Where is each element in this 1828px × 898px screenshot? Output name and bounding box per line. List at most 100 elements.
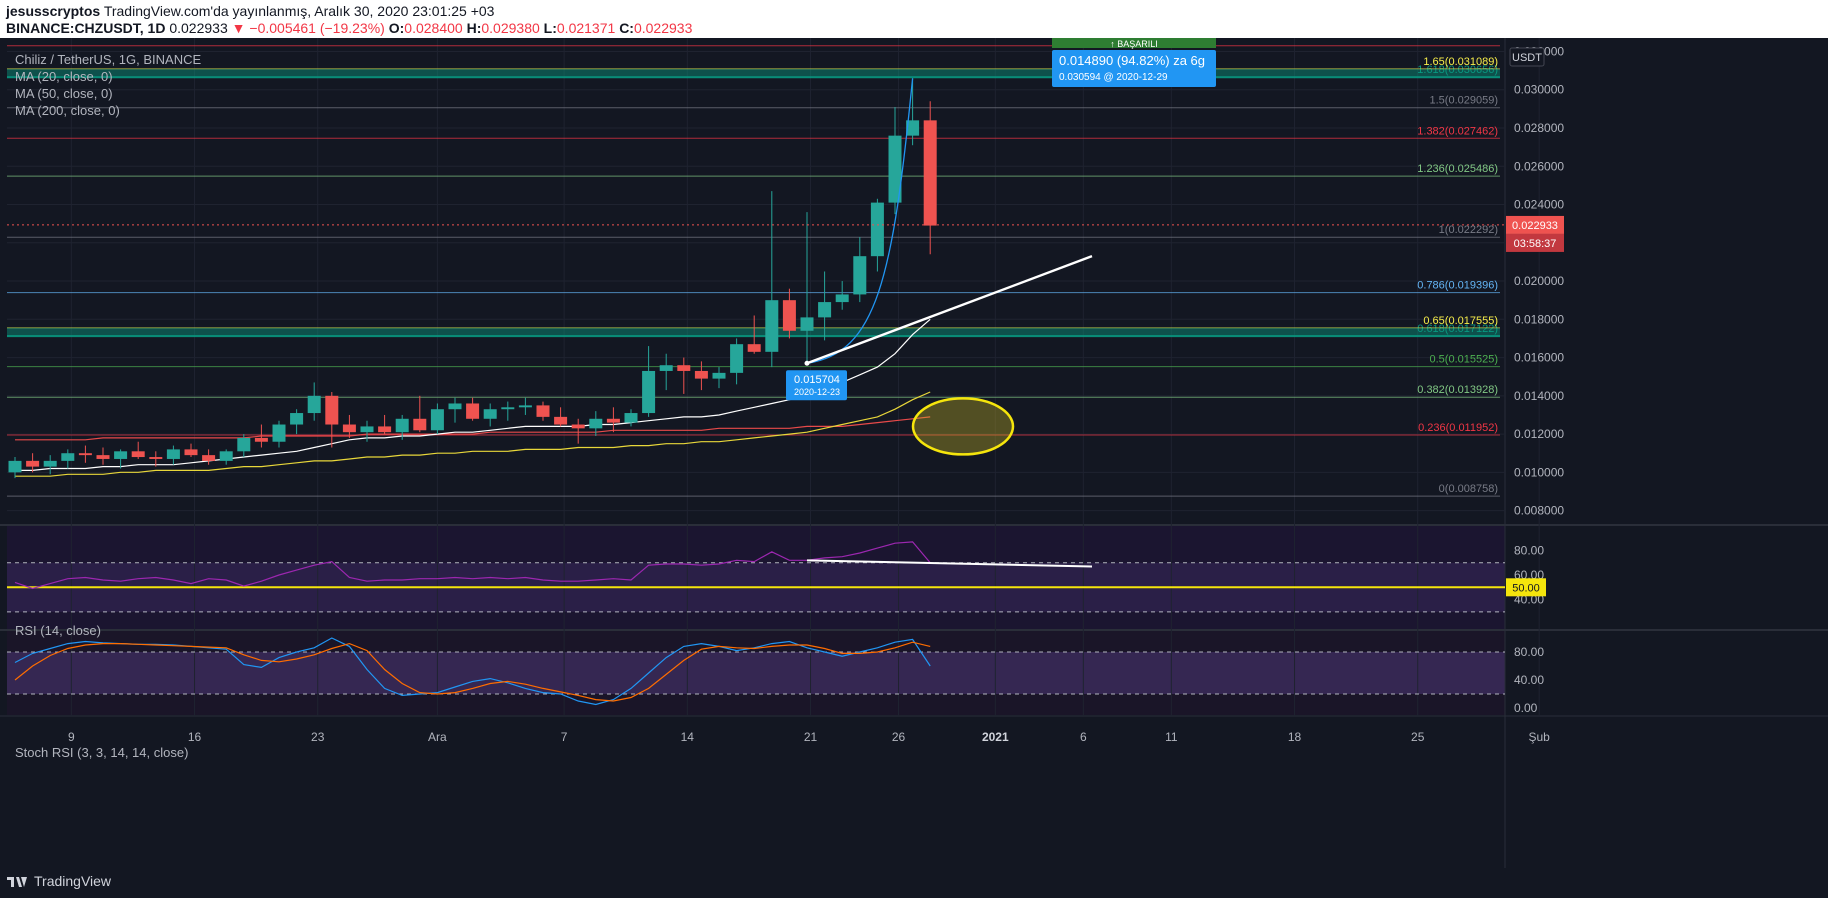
candle-body [483,409,497,419]
candle [888,106,902,215]
candle [712,367,726,389]
candle-body [43,460,57,467]
candle [149,451,163,467]
candle-body [413,418,427,431]
candle [219,449,233,465]
candle-body [219,451,233,461]
candle-body [131,451,145,458]
candle [237,434,251,458]
ma50-legend[interactable]: MA (50, close, 0) [15,86,113,101]
fib-level-label: 1.236(0.025486) [1417,163,1498,175]
time-tick: 9 [68,730,75,744]
candle-body [237,437,251,452]
candle [202,449,216,465]
candle-body [712,372,726,379]
candle-body [800,317,814,331]
rsi-tick: 80.00 [1514,544,1544,558]
price-tick: 0.020000 [1514,274,1564,288]
change-text: −0.005461 (−19.23%) [249,20,385,36]
low-label-price: 0.015704 [794,374,840,386]
candle [906,78,920,146]
candle-body [518,405,532,408]
ma20-legend[interactable]: MA (20, close, 0) [15,69,113,84]
symbol-text: BINANCE:CHZUSDT, 1D [6,20,166,36]
candle-body [677,365,691,371]
candle [378,414,392,435]
down-arrow-icon: ▼ [231,20,246,36]
candle [483,403,497,427]
success-badge-text: ↑ BAŞARILI [1110,39,1158,49]
high-label-target: 0.030594 @ 2020-12-29 [1059,72,1168,83]
candle-body [888,135,902,203]
candle-body [325,395,339,425]
candle [501,401,515,421]
candle-body [448,403,462,410]
candle [571,418,585,444]
stoch-rsi-legend[interactable]: Stoch RSI (3, 3, 14, 14, close) [15,745,189,760]
ma200-legend[interactable]: MA (200, close, 0) [15,103,120,118]
candle-body [149,457,163,459]
close-label: C: [619,20,634,36]
candle [360,420,374,442]
candle [8,457,22,479]
price-tick: 0.012000 [1514,427,1564,441]
candle [835,281,849,310]
tradingview-logo[interactable]: TradingView [6,873,111,889]
last-price-label: 0.022933 [1512,220,1558,232]
candle-body [466,403,480,419]
candle-body [26,460,40,467]
close-value: 0.022933 [633,20,693,36]
candle [782,288,796,339]
price-tick: 0.016000 [1514,351,1564,365]
high-value: 0.029380 [481,20,540,36]
candle [184,443,198,458]
chart-title-legend[interactable]: Chiliz / TetherUS, 1G, BINANCE [15,52,202,67]
currency-badge [1509,47,1545,67]
ma200-line [15,416,931,441]
time-tick: 2021 [982,730,1009,744]
candle [694,361,708,391]
candle-body [342,424,356,433]
high-label-change: 0.014890 (94.82%) za 6g [1059,53,1205,68]
candle [413,395,427,433]
chart-canvas[interactable]: 0(0.008758) 0.236(0.011952) 0.382(0.013928… [0,38,1828,868]
candle [166,445,180,465]
candle-body [642,370,656,414]
candle [642,346,656,417]
time-tick: Şub [1528,730,1550,744]
price-tick: 0.026000 [1514,159,1564,173]
candle-body [378,426,392,433]
fib-level-label: 1.5(0.029059) [1430,95,1499,107]
candle [765,191,779,368]
price-range-curve [806,78,914,364]
rsi-legend[interactable]: RSI (14, close) [15,623,101,638]
candle [923,101,937,255]
candle-body [166,449,180,459]
candle-body [624,413,638,423]
candle [43,455,57,475]
candle [554,407,568,427]
author-name[interactable]: jesusscryptos [6,3,101,19]
candle [870,198,884,272]
time-tick: 16 [188,730,202,744]
success-badge [1052,38,1216,48]
fib-level-label: 0.5(0.015525) [1430,354,1499,366]
candle-body [8,460,22,473]
tradingview-brand: TradingView [34,873,112,889]
candle [290,409,304,435]
open-label: O: [388,20,405,36]
fib-level-label: 0.236(0.011952) [1418,422,1498,434]
stoch-tick: 40.00 [1514,673,1544,687]
time-tick: 7 [561,730,568,744]
rsi-current-label: 50.00 [1512,582,1540,594]
candle-body [835,294,849,303]
candle [606,407,620,433]
candle-body [818,302,832,318]
price-tick: 0.030000 [1514,83,1564,97]
candle [677,357,691,394]
fib-level-label: 1(0.022292) [1439,224,1498,236]
candle-body [254,437,268,442]
open-value: 0.028400 [404,20,463,36]
price-tick: 0.014000 [1514,389,1564,403]
candle [518,397,532,415]
